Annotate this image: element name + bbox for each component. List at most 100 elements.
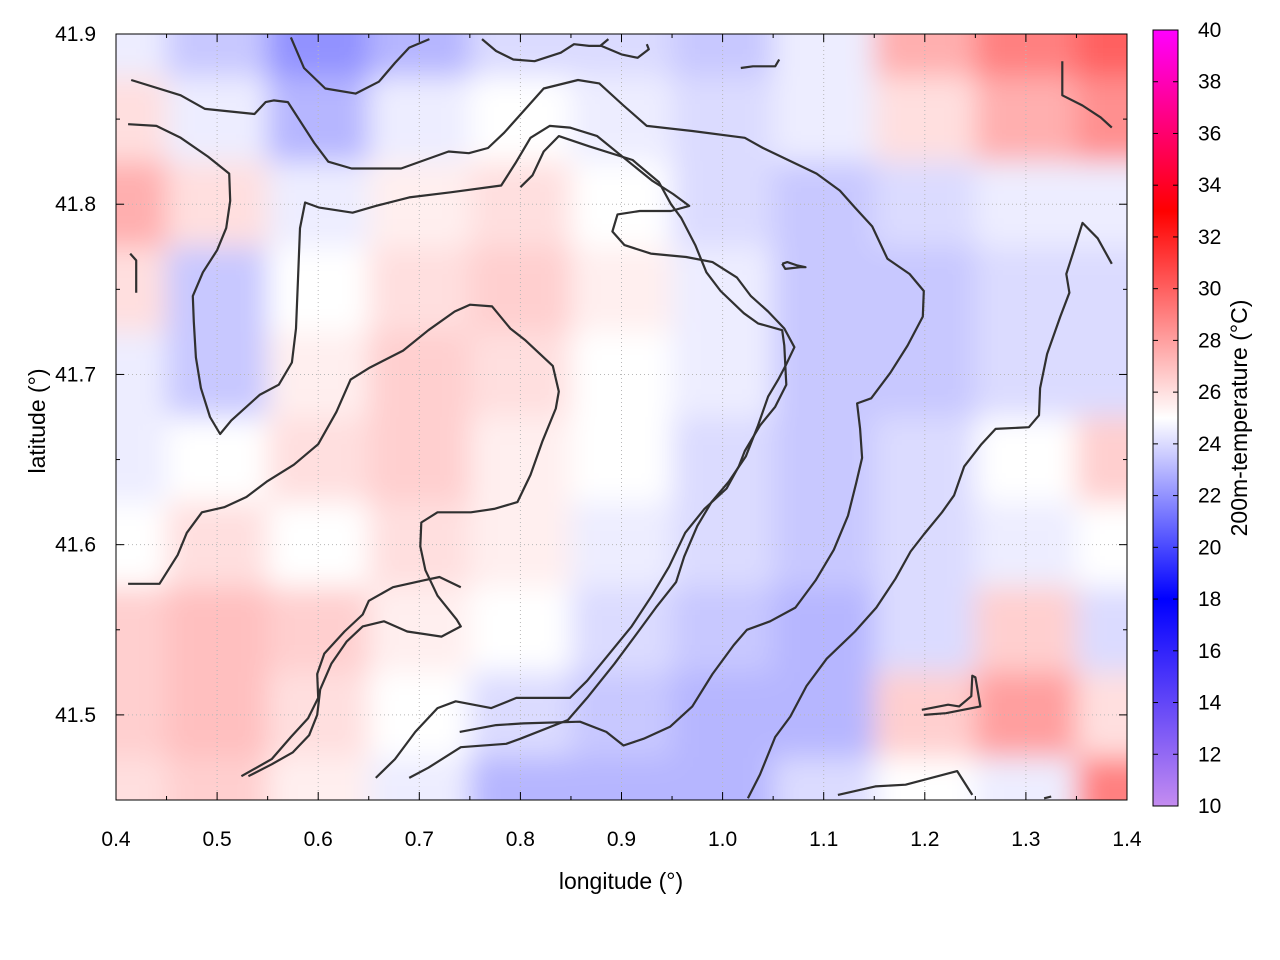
heatmap-cell [116, 246, 168, 333]
heatmap-cell [1076, 246, 1127, 333]
heatmap-cell [469, 246, 572, 333]
heatmap-cell [874, 161, 977, 248]
heatmap-cell [1076, 34, 1127, 78]
colorbar-tick-label: 34 [1198, 174, 1222, 197]
colorbar-tick-label: 24 [1198, 433, 1222, 456]
x-tick-label: 0.5 [202, 828, 231, 851]
x-tick-label: 1.4 [1112, 828, 1142, 851]
colorbar-tick-label: 20 [1198, 536, 1221, 559]
x-tick-label: 1.1 [809, 828, 838, 851]
colorbar-tick-label: 38 [1198, 71, 1221, 94]
heatmap-cell [874, 502, 977, 589]
colorbar-tick-label: 28 [1198, 329, 1221, 352]
heatmap-cell [368, 417, 471, 504]
colorbar-ticks [1153, 29, 1178, 807]
x-tick-label: 0.8 [506, 828, 535, 851]
heatmap-cell [570, 76, 674, 163]
heatmap-cell [773, 246, 876, 333]
heatmap-cell [672, 502, 775, 589]
heatmap-cell [166, 76, 269, 163]
y-tick-label: 41.8 [55, 193, 96, 216]
contour-line [375, 135, 788, 779]
heatmap-cell [368, 161, 471, 248]
contour-line [481, 38, 610, 63]
heatmap-cell [116, 34, 168, 78]
colorbar-label: 200m-temperature (°C) [1226, 300, 1252, 537]
y-tick-label: 41.9 [55, 23, 96, 46]
heatmap-cell [166, 246, 269, 333]
heatmap-cell [166, 672, 269, 759]
contour-line [1061, 61, 1113, 129]
axis-ticks [115, 33, 1128, 800]
colorbar-tick-label: 22 [1198, 485, 1221, 508]
heatmap-cell [116, 757, 168, 800]
colorbar-tick-label: 26 [1198, 381, 1221, 404]
x-tick-label: 1.3 [1011, 828, 1040, 851]
heatmap-cell [267, 417, 370, 504]
y-tick-labels: 41.5 41.6 41.7 41.8 41.9 [55, 23, 96, 727]
contour-line [128, 303, 560, 778]
contour-line [740, 58, 781, 70]
heatmap-cell [773, 76, 876, 163]
x-tick-label: 0.7 [405, 828, 434, 851]
heatmap-cell [672, 246, 775, 333]
heatmap-cell [570, 417, 674, 504]
heatmap-cell [166, 161, 269, 248]
contour-line [130, 78, 925, 747]
heatmap-cell [368, 76, 471, 163]
heatmap-cell [368, 246, 471, 333]
heatmap-cell [570, 246, 674, 333]
contour-line [129, 252, 138, 293]
heatmap-cell [672, 672, 775, 759]
y-tick-label: 41.5 [55, 704, 96, 727]
contour-line [600, 43, 650, 59]
x-tick-label: 0.9 [607, 828, 636, 851]
colorbar-tick-label: 36 [1198, 122, 1221, 145]
x-tick-label: 1.2 [910, 828, 939, 851]
contour-line [921, 674, 982, 716]
colorbar: 10 12 14 16 18 20 22 24 26 28 30 32 34 36 38 40 200m-te… [1152, 19, 1252, 818]
heatmap-cell [672, 76, 775, 163]
x-tick-label: 0.6 [304, 828, 333, 851]
y-tick-label: 41.6 [55, 534, 96, 557]
heatmap-cell [469, 417, 572, 504]
heatmap-cell [1076, 587, 1127, 674]
x-tick-labels: 0.4 0.5 0.6 0.7 0.8 0.9 1.0 1.1 1.2 1.3 1.4 [101, 828, 1142, 851]
contour-line [746, 221, 1113, 799]
heatmap-cell [1076, 757, 1127, 800]
contour-lines [128, 36, 1113, 800]
heatmap-cell [874, 417, 977, 504]
heatmap-cell [166, 502, 269, 589]
contour-line [289, 36, 430, 95]
heatmap-cell [1076, 417, 1127, 504]
contour-line [837, 769, 974, 796]
heatmap-cell [874, 76, 977, 163]
contour-line [240, 575, 462, 778]
x-axis-label: longitude (°) [559, 868, 683, 894]
x-tick-label: 1.0 [708, 828, 737, 851]
y-tick-label: 41.7 [55, 363, 96, 386]
heatmap-cell [116, 587, 168, 674]
heatmap-cell [267, 246, 370, 333]
colorbar-tick-label: 16 [1198, 640, 1221, 663]
colorbar-tick-label: 18 [1198, 588, 1221, 611]
colorbar-gradient [1152, 29, 1179, 807]
y-axis-label: latitude (°) [24, 368, 50, 473]
colorbar-tick-label: 12 [1198, 743, 1221, 766]
colorbar-tick-label: 10 [1198, 795, 1221, 818]
heatmap-cell [773, 417, 876, 504]
heatmap-cell [975, 672, 1078, 759]
heatmap-cell [267, 502, 370, 589]
heatmap-cell [975, 246, 1078, 333]
x-tick-label: 0.4 [101, 828, 131, 851]
colorbar-tick-label: 30 [1198, 278, 1221, 301]
colorbar-tick-label: 40 [1198, 19, 1221, 42]
heatmap-cell [116, 76, 168, 163]
colorbar-tick-labels: 10 12 14 16 18 20 22 24 26 28 30 32 34 36 38 40 [1198, 19, 1222, 818]
heatmap-cell [570, 502, 674, 589]
contour-line [1043, 795, 1052, 800]
colorbar-tick-label: 14 [1198, 692, 1222, 715]
heatmap-cell [975, 502, 1078, 589]
contour-line [781, 261, 807, 270]
